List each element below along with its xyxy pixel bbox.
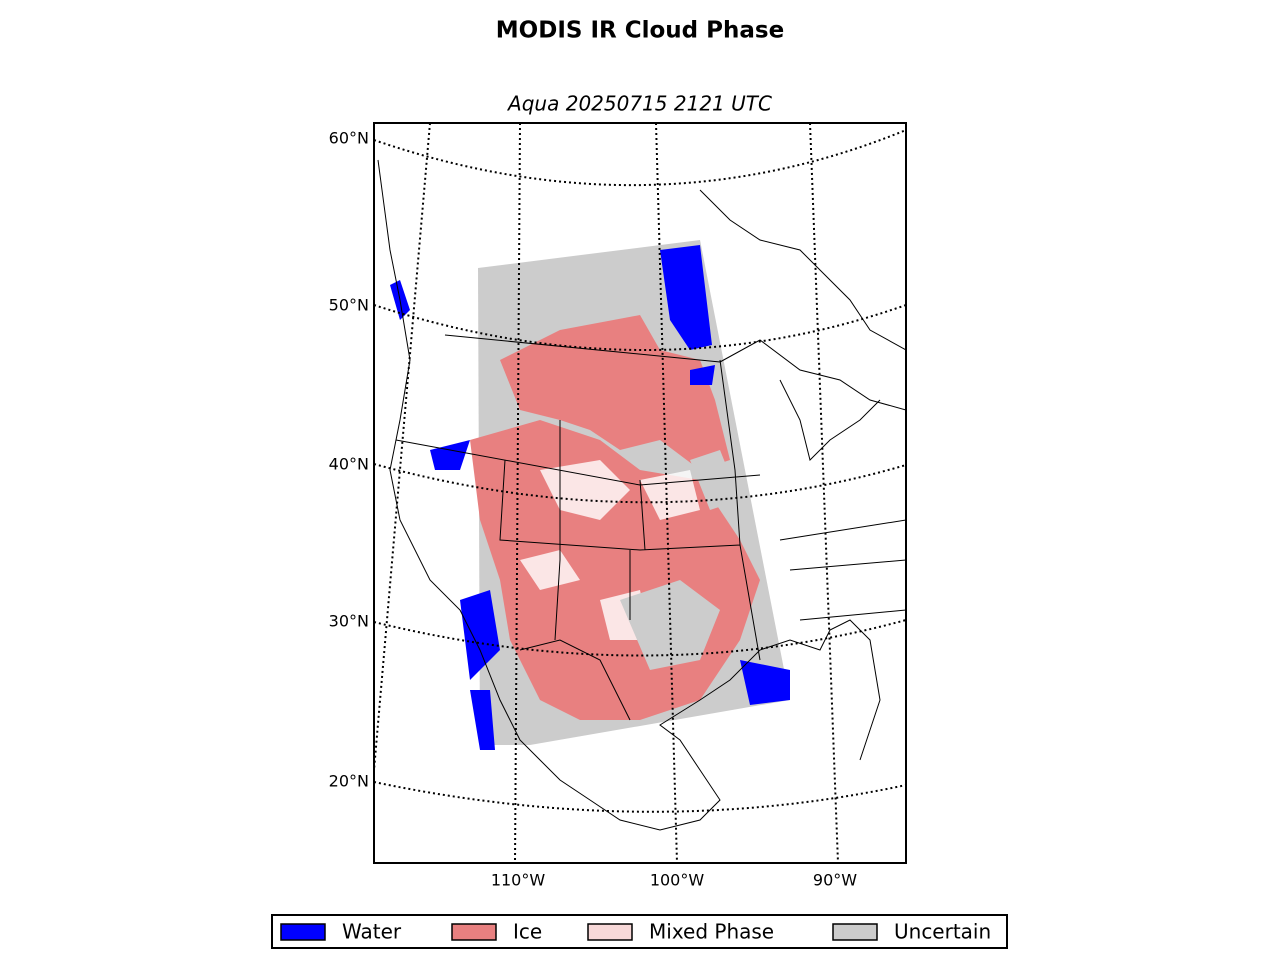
legend-label: Uncertain <box>894 920 991 944</box>
longitude-labels: 110°W 100°W 90°W <box>491 871 857 890</box>
latitude-line <box>374 129 906 187</box>
longitude-line <box>514 123 521 863</box>
ice-area <box>500 315 730 470</box>
legend-label: Water <box>342 920 402 944</box>
state-border <box>779 379 906 621</box>
subtitle: Aqua 20250715 2121 UTC <box>506 92 772 116</box>
latitude-label: 40°N <box>329 455 369 474</box>
legend: Water Ice Mixed Phase Uncertain <box>280 920 991 944</box>
latitude-labels: 60°N 50°N 40°N 30°N 20°N <box>329 129 369 791</box>
latitude-label: 60°N <box>329 129 369 148</box>
coastline <box>699 189 906 351</box>
longitude-label: 100°W <box>650 871 705 890</box>
title: MODIS IR Cloud Phase <box>496 18 784 44</box>
latitude-label: 50°N <box>329 296 369 315</box>
coastline <box>377 159 881 831</box>
legend-swatch <box>832 923 878 941</box>
water-area <box>390 245 790 750</box>
longitude-label: 110°W <box>491 871 546 890</box>
state-border <box>395 359 761 661</box>
legend-box <box>271 914 1008 949</box>
longitude-label: 90°W <box>813 871 857 890</box>
border <box>444 334 721 363</box>
latitude-label: 20°N <box>329 772 369 791</box>
legend-label: Ice <box>513 920 542 944</box>
clear-area <box>520 460 700 640</box>
latitude-line <box>374 463 906 504</box>
legend-swatch <box>451 923 497 941</box>
latitude-line <box>374 304 906 351</box>
border <box>719 339 906 411</box>
border <box>519 639 631 721</box>
legend-swatch <box>587 923 633 941</box>
legend-label: Mixed Phase <box>649 920 774 944</box>
latitude-label: 30°N <box>329 612 369 631</box>
legend-swatch <box>280 923 326 941</box>
longitude-line <box>655 123 678 863</box>
map-frame <box>373 122 907 864</box>
uncertain-area <box>620 450 740 670</box>
map-area <box>374 123 906 863</box>
longitude-line <box>374 123 431 771</box>
longitude-line <box>809 123 839 863</box>
